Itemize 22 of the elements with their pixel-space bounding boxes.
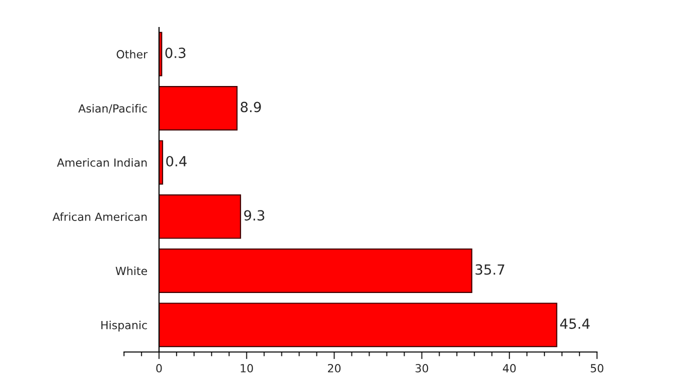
- data-label: 0.3: [165, 48, 186, 58]
- x-tick-label: 10: [240, 364, 253, 372]
- x-tick-label: 30: [416, 364, 428, 372]
- bar: [158, 248, 472, 293]
- y-tick-label: Asian/Pacific: [78, 104, 147, 114]
- x-tick-label: 40: [502, 364, 516, 372]
- y-tick-label: American Indian: [56, 158, 147, 167]
- data-label: 0.4: [166, 156, 187, 166]
- y-tick-label: Other: [116, 50, 148, 58]
- data-label: 8.9: [240, 102, 261, 112]
- data-label: 35.7: [476, 264, 504, 275]
- bar: [158, 302, 558, 348]
- data-label: 9.3: [244, 210, 264, 221]
- y-tick-label: White: [116, 266, 148, 276]
- data-label: 45.4: [560, 318, 590, 329]
- bar: [158, 194, 242, 239]
- y-tick-label: African American: [52, 212, 147, 221]
- y-tick-label: Hispanic: [101, 320, 147, 332]
- x-tick-label: 20: [328, 364, 341, 372]
- bar: [158, 86, 238, 130]
- x-tick-label: 0: [156, 364, 162, 372]
- x-tick-label: 50: [590, 364, 604, 372]
